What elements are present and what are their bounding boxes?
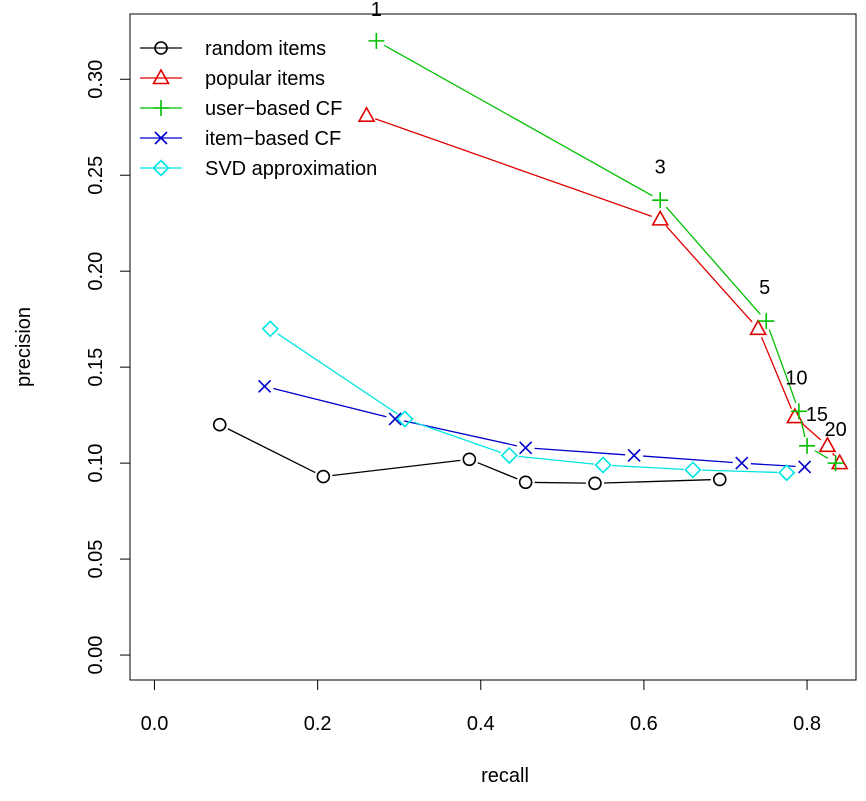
data-point bbox=[462, 452, 477, 467]
series-line-segment bbox=[603, 479, 711, 484]
y-tick-label: 0.15 bbox=[85, 348, 107, 387]
legend-entry: random items bbox=[140, 38, 326, 60]
data-point bbox=[368, 32, 385, 49]
point-annotation: 1 bbox=[371, 0, 382, 21]
legend-marker bbox=[154, 131, 168, 145]
series-line-segment bbox=[477, 462, 518, 480]
series-line-segment bbox=[801, 422, 822, 441]
data-point bbox=[627, 448, 641, 463]
data-point bbox=[758, 313, 775, 330]
legend-marker bbox=[154, 41, 168, 55]
series-line-segment bbox=[665, 206, 761, 315]
legend-label: item−based CF bbox=[205, 128, 341, 150]
series-line-segment bbox=[768, 329, 797, 404]
point-annotation: 20 bbox=[824, 419, 846, 441]
y-tick-label: 0.30 bbox=[85, 60, 107, 99]
data-point bbox=[588, 476, 602, 491]
y-tick-label: 0.20 bbox=[85, 252, 107, 291]
x-axis: 0.0 0.2 0.4 0.6 0.8 bbox=[141, 680, 821, 735]
series-line-segment bbox=[277, 333, 398, 415]
x-tick-label: 0.6 bbox=[630, 713, 658, 735]
data-point bbox=[500, 446, 518, 465]
series-2 bbox=[368, 32, 844, 472]
legend-marker bbox=[153, 100, 169, 116]
series-line-segment bbox=[518, 455, 595, 465]
y-axis: 0.00 0.05 0.10 0.15 0.20 0.25 0.30 bbox=[85, 60, 130, 675]
x-tick-label: 0.4 bbox=[467, 713, 495, 735]
data-point bbox=[798, 460, 812, 474]
data-point bbox=[818, 436, 837, 453]
legend-entry: popular items bbox=[140, 68, 325, 90]
data-point bbox=[790, 403, 807, 420]
x-tick-label: 0.0 bbox=[141, 713, 169, 735]
data-point bbox=[652, 192, 669, 209]
series-line-segment bbox=[832, 452, 836, 457]
data-point bbox=[258, 379, 272, 393]
series-line-segment bbox=[383, 44, 653, 197]
legend-label: random items bbox=[205, 38, 326, 60]
data-point bbox=[594, 456, 612, 474]
x-tick-label: 0.8 bbox=[793, 713, 821, 735]
point-annotation: 3 bbox=[655, 156, 666, 178]
series-line-segment bbox=[800, 419, 806, 438]
series-line-segment bbox=[665, 225, 753, 323]
data-point bbox=[827, 455, 844, 472]
plot-frame bbox=[129, 13, 857, 681]
data-point bbox=[749, 319, 767, 336]
legend-label: SVD approximation bbox=[205, 158, 377, 180]
data-point bbox=[519, 441, 533, 455]
series-line-segment bbox=[643, 455, 733, 464]
data-point bbox=[316, 469, 331, 484]
data-point bbox=[396, 410, 414, 428]
legend-entry: item−based CF bbox=[140, 128, 341, 150]
data-point bbox=[712, 472, 727, 487]
legend-label: popular items bbox=[205, 68, 325, 90]
y-axis-label: precision bbox=[13, 307, 35, 387]
data-point bbox=[518, 475, 533, 490]
data-point bbox=[684, 461, 702, 479]
legend: random items popular items user−based CF it… bbox=[140, 38, 377, 180]
point-annotation: 5 bbox=[759, 277, 770, 299]
legend-entry: SVD approximation bbox=[140, 158, 377, 180]
y-tick-label: 0.05 bbox=[85, 540, 107, 579]
legend-marker bbox=[152, 68, 170, 85]
legend-entry: user−based CF bbox=[140, 98, 342, 120]
series-layer bbox=[212, 32, 849, 491]
y-tick-label: 0.10 bbox=[85, 444, 107, 483]
data-point bbox=[799, 437, 816, 454]
data-point bbox=[651, 209, 670, 226]
series-line-segment bbox=[701, 469, 778, 474]
series-line-segment bbox=[273, 387, 387, 418]
data-point bbox=[212, 417, 227, 432]
series-line-segment bbox=[413, 421, 502, 454]
data-point bbox=[778, 464, 796, 482]
y-tick-label: 0.25 bbox=[85, 156, 107, 195]
series-line-segment bbox=[760, 336, 792, 409]
data-point bbox=[388, 412, 402, 426]
data-point bbox=[735, 456, 749, 470]
data-point bbox=[261, 320, 279, 338]
series-line-segment bbox=[227, 428, 316, 474]
series-line-segment bbox=[374, 118, 652, 217]
point-annotation: 15 bbox=[806, 404, 828, 426]
data-point bbox=[357, 106, 376, 123]
series-line-segment bbox=[534, 447, 626, 456]
legend-marker bbox=[152, 159, 170, 177]
series-line-segment bbox=[814, 449, 829, 460]
series-line-segment bbox=[534, 481, 586, 484]
x-tick-label: 0.2 bbox=[304, 713, 332, 735]
series-0 bbox=[212, 417, 727, 491]
series-line-segment bbox=[332, 459, 461, 477]
series-4 bbox=[261, 320, 796, 482]
series-line-segment bbox=[612, 464, 684, 471]
legend-label: user−based CF bbox=[205, 98, 342, 120]
x-axis-label: recall bbox=[481, 765, 529, 787]
y-tick-label: 0.00 bbox=[85, 636, 107, 675]
point-annotation: 10 bbox=[785, 367, 807, 389]
